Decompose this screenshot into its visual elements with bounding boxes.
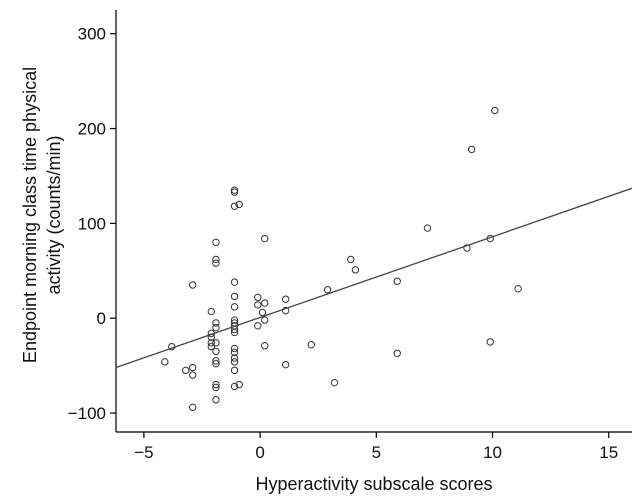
data-point — [212, 357, 220, 365]
data-point — [230, 354, 239, 362]
data-point — [254, 301, 262, 309]
x-tick-label: −5 — [134, 443, 153, 462]
data-point — [307, 341, 315, 349]
data-point — [323, 286, 332, 294]
data-point — [347, 255, 355, 264]
data-point — [230, 366, 239, 375]
data-points — [161, 106, 522, 412]
y-axis-title: Endpoint morning class time physical acti… — [20, 67, 64, 363]
data-point — [254, 322, 262, 330]
data-point — [230, 358, 239, 366]
data-point — [351, 266, 360, 274]
data-point — [235, 380, 243, 389]
data-point — [261, 234, 269, 243]
data-point — [212, 383, 220, 392]
data-point — [254, 293, 262, 302]
y-tick-label: 100 — [78, 214, 106, 233]
x-tick-label: 5 — [372, 443, 381, 462]
data-point — [230, 292, 239, 301]
data-point — [491, 106, 499, 115]
data-point — [212, 396, 220, 404]
data-point — [230, 188, 239, 196]
data-point — [212, 323, 220, 332]
data-point — [281, 360, 290, 369]
y-axis-ticks: −100 0 100 200 300 — [68, 25, 116, 423]
data-point — [212, 380, 220, 389]
data-point — [261, 299, 269, 307]
y-tick-label: −100 — [68, 404, 106, 423]
data-point — [467, 145, 476, 154]
data-point — [281, 306, 290, 315]
data-point — [207, 339, 215, 347]
regression-line — [115, 187, 632, 369]
data-point — [463, 244, 471, 252]
data-point — [212, 339, 220, 347]
data-point — [423, 224, 432, 232]
data-point — [207, 307, 215, 316]
data-point — [230, 316, 239, 324]
data-point — [189, 403, 197, 412]
data-point — [486, 338, 494, 346]
data-point — [393, 277, 401, 285]
data-point — [261, 316, 269, 324]
x-axis-title: Hyperactivity subscale scores — [255, 474, 492, 494]
data-point — [230, 328, 239, 337]
y-axis-title-line: Endpoint morning class time physical — [20, 67, 40, 363]
y-axis-title-line: activity (counts/min) — [44, 135, 64, 294]
data-point — [230, 202, 239, 211]
y-tick-label: 200 — [78, 120, 106, 139]
data-point — [393, 349, 401, 357]
data-point — [212, 347, 220, 356]
data-point — [161, 358, 169, 366]
x-tick-label: 15 — [599, 443, 618, 462]
data-point — [330, 378, 339, 387]
data-point — [230, 278, 239, 286]
x-tick-label: 10 — [483, 443, 502, 462]
data-point — [212, 319, 220, 327]
data-point — [261, 342, 269, 350]
data-point — [207, 342, 215, 351]
data-point — [212, 255, 220, 264]
data-point — [514, 285, 522, 293]
y-tick-label: 300 — [78, 25, 106, 44]
x-axis-ticks: −5 0 5 10 15 — [134, 432, 618, 462]
data-point — [212, 360, 220, 368]
data-point — [189, 281, 197, 289]
data-point — [189, 371, 197, 379]
data-point — [182, 366, 190, 375]
data-point — [230, 344, 239, 353]
data-point — [235, 200, 243, 209]
data-point — [189, 363, 197, 372]
data-point — [230, 382, 239, 391]
x-tick-label: 0 — [255, 443, 264, 462]
data-point — [230, 348, 239, 357]
data-point — [212, 259, 220, 267]
data-point — [258, 308, 267, 317]
data-point — [230, 186, 239, 194]
data-point — [230, 303, 239, 311]
data-point — [281, 295, 290, 303]
y-tick-label: 0 — [97, 309, 106, 328]
data-point — [212, 238, 220, 247]
